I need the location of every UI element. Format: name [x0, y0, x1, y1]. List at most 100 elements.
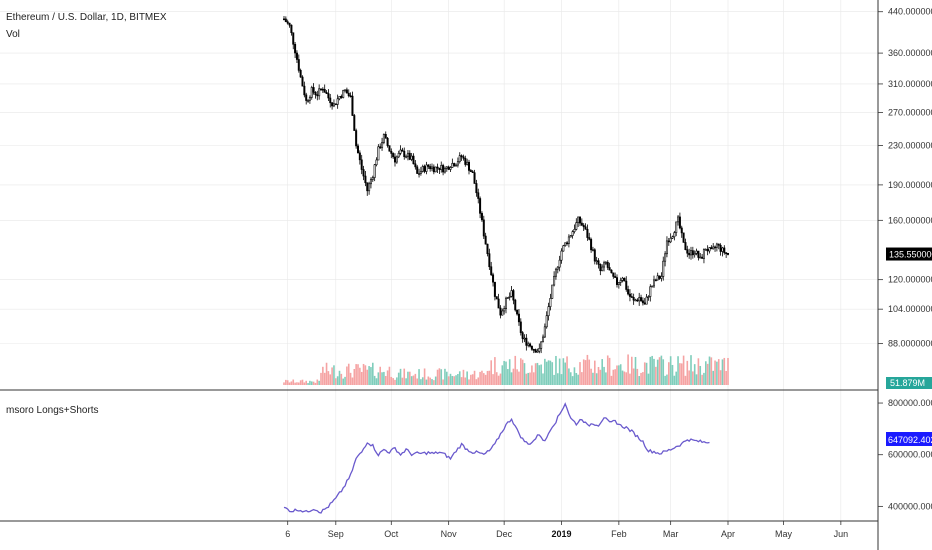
- candle-body: [414, 163, 417, 168]
- candle-body: [640, 297, 643, 302]
- candle-body: [586, 228, 589, 238]
- volume-bar: [520, 358, 522, 385]
- volume-bar: [594, 360, 596, 385]
- candle-body: [704, 249, 707, 251]
- volume-bar: [329, 374, 332, 385]
- candle-body: [430, 166, 433, 170]
- candle-body: [405, 155, 408, 158]
- candle-body: [604, 261, 607, 264]
- volume-bar: [375, 378, 378, 385]
- candle-body: [406, 152, 409, 157]
- volume-bar: [488, 370, 491, 385]
- volume-bar: [309, 380, 311, 385]
- candle-body: [403, 150, 406, 157]
- volume-bar: [699, 365, 702, 385]
- candle-body: [534, 349, 537, 353]
- volume-bar: [462, 369, 465, 385]
- volume-bar: [632, 368, 635, 385]
- volume-bar: [606, 355, 609, 385]
- candle-body: [530, 345, 533, 350]
- volume-bar: [512, 368, 515, 385]
- volume-legend[interactable]: Vol: [6, 29, 20, 40]
- time-axis[interactable]: 6 Sep Oct Nov Dec 2019 Feb Mar Apr May Jun: [285, 521, 848, 539]
- volume-bar: [573, 367, 576, 385]
- candle-body: [603, 262, 606, 268]
- candle-body: [410, 155, 413, 160]
- candle-body: [490, 266, 493, 276]
- candle-body: [632, 297, 635, 301]
- volume-bar: [468, 379, 470, 385]
- volume-bar: [603, 366, 605, 385]
- candle-body: [573, 228, 576, 232]
- candle-body: [412, 155, 415, 165]
- volume-bar: [638, 376, 640, 385]
- volume-bar: [584, 360, 587, 385]
- volume-bar: [536, 362, 539, 385]
- volume-bar: [651, 355, 653, 385]
- volume-bar: [349, 372, 352, 385]
- volume-bar: [529, 372, 531, 385]
- candle-body: [290, 24, 293, 34]
- candle-body: [702, 249, 705, 259]
- volume-bar: [373, 375, 376, 385]
- volume-bar: [669, 356, 672, 385]
- candle-body: [608, 267, 611, 271]
- volume-bar: [451, 375, 454, 385]
- volume-bar: [431, 379, 433, 385]
- volume-bar: [307, 383, 309, 385]
- candle-body: [471, 171, 474, 173]
- volume-bar: [562, 358, 565, 385]
- candle-body: [517, 313, 520, 323]
- candle-body: [432, 166, 435, 173]
- volume-bar: [357, 364, 359, 385]
- candle-body: [375, 159, 378, 166]
- indicator-axis[interactable]: 800000.0000 600000.0000 400000.0000: [878, 398, 932, 511]
- volume-bar: [364, 365, 367, 385]
- candle-body: [532, 349, 535, 351]
- volume-bar: [653, 358, 655, 385]
- candle-body: [351, 95, 354, 116]
- candle-body: [566, 242, 569, 245]
- candle-body: [488, 253, 491, 268]
- volume-bar: [346, 366, 348, 385]
- volume-bar: [658, 357, 661, 385]
- symbol-legend[interactable]: Ethereum / U.S. Dollar, 1D, BITMEX: [6, 12, 167, 23]
- indicator-legend[interactable]: msoro Longs+Shorts: [6, 405, 99, 416]
- volume-bar: [370, 367, 372, 385]
- volume-bar: [447, 376, 450, 385]
- candle-body: [427, 164, 430, 167]
- candle-body: [349, 95, 352, 97]
- candle-body: [710, 247, 713, 250]
- candle-body: [301, 76, 304, 87]
- volume-bar: [305, 380, 307, 385]
- volume-bar: [586, 354, 589, 385]
- volume-bar: [540, 364, 542, 385]
- volume-bar: [688, 370, 690, 385]
- volume-bar: [608, 357, 611, 385]
- price-tick-label: 270.00000000: [888, 107, 932, 117]
- volume-bar: [656, 359, 659, 385]
- volume-bar: [723, 357, 726, 385]
- candle-body: [621, 277, 624, 281]
- price-axis[interactable]: 440.00000000 360.00000000 310.00000000 270.…: [878, 7, 932, 349]
- candle-body: [649, 286, 652, 297]
- candle-body: [462, 156, 465, 159]
- candle-body: [416, 166, 419, 174]
- candle-body: [482, 219, 485, 237]
- volume-bar: [677, 356, 679, 385]
- candle-body: [641, 300, 644, 304]
- candle-body: [466, 161, 469, 165]
- time-tick-label: Mar: [663, 529, 679, 539]
- candle-body: [625, 280, 628, 290]
- candle-body: [369, 179, 372, 185]
- volume-bar: [351, 377, 354, 385]
- volume-bar: [360, 371, 363, 385]
- candle-body: [643, 302, 646, 305]
- volume-bar: [629, 373, 631, 385]
- candle-body: [691, 250, 694, 256]
- candle-body: [667, 240, 670, 243]
- candle-body: [451, 163, 454, 168]
- candle-body: [445, 166, 448, 169]
- volume-bar: [301, 379, 304, 385]
